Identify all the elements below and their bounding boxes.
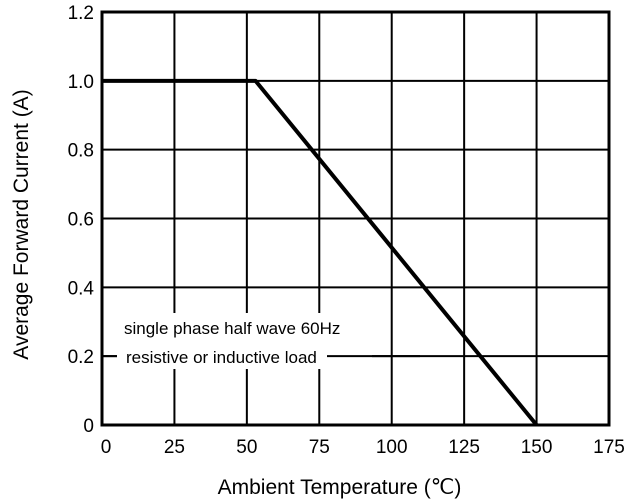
y-tick-label: 1.0 <box>68 72 94 93</box>
series-group <box>102 78 539 427</box>
derating-curve <box>102 78 539 427</box>
y-axis-label: Average Forward Current (A) <box>10 89 33 359</box>
y-tick-label: 0.6 <box>68 210 94 231</box>
x-tick-labels: 0 25 50 75 100 125 150 175 <box>101 437 625 458</box>
y-tick-label: 1.2 <box>68 3 94 24</box>
annotation-line-2: resistive or inductive load <box>126 348 317 367</box>
x-tick-label: 100 <box>376 437 408 458</box>
x-axis-label: Ambient Temperature (℃) <box>218 476 462 499</box>
y-tick-label: 0.2 <box>68 347 94 368</box>
y-tick-label: 0 <box>83 416 94 437</box>
annotation-background <box>117 313 327 369</box>
x-tick-label: 75 <box>309 437 330 458</box>
plot-frame <box>100 10 611 427</box>
x-tick-label: 175 <box>593 437 625 458</box>
y-tick-labels: 0 0.2 0.4 0.6 0.8 1.0 1.2 <box>68 3 95 437</box>
x-tick-label: 0 <box>101 437 112 458</box>
x-tick-label: 25 <box>164 437 185 458</box>
annotation-line-1: single phase half wave 60Hz <box>124 319 340 338</box>
x-tick-label: 150 <box>521 437 553 458</box>
y-tick-label: 0.8 <box>68 141 94 162</box>
x-tick-label: 125 <box>448 437 480 458</box>
y-tick-label: 0.4 <box>68 278 95 299</box>
x-tick-label: 50 <box>236 437 257 458</box>
